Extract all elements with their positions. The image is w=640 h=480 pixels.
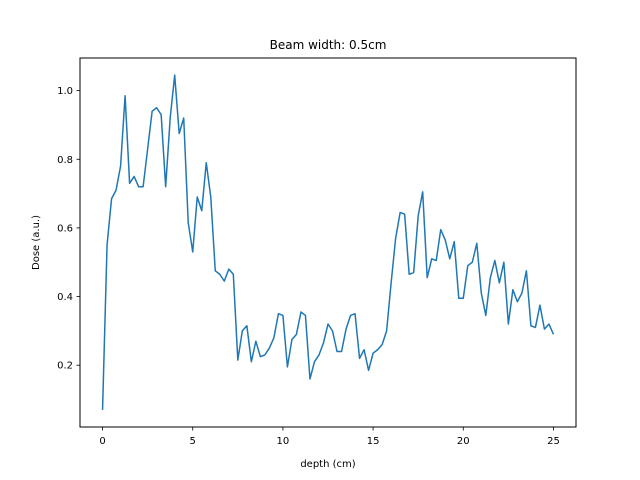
x-axis-label: depth (cm) (300, 459, 355, 470)
x-tick-label: 25 (547, 436, 560, 447)
y-tick-label: 0.6 (57, 223, 73, 234)
y-tick-label: 0.2 (57, 361, 73, 372)
x-tick-label: 20 (457, 436, 470, 447)
y-tick-label: 0.4 (57, 292, 73, 303)
x-tick-label: 15 (367, 436, 380, 447)
x-axis: 0 5 10 15 20 25 (99, 427, 560, 447)
chart-title: Beam width: 0.5cm (270, 38, 387, 52)
y-tick-label: 0.8 (57, 155, 73, 166)
y-axis-label: Dose (a.u.) (31, 215, 42, 270)
axes-frame (79, 57, 577, 428)
y-tick-label: 1.0 (57, 86, 73, 97)
x-tick-label: 10 (277, 436, 290, 447)
series-line-0 (101, 74, 555, 410)
x-tick-label: 5 (190, 436, 196, 447)
x-tick-label: 0 (99, 436, 105, 447)
y-axis: 0.2 0.4 0.6 0.8 1.0 (57, 86, 80, 372)
plot-area (101, 74, 555, 410)
